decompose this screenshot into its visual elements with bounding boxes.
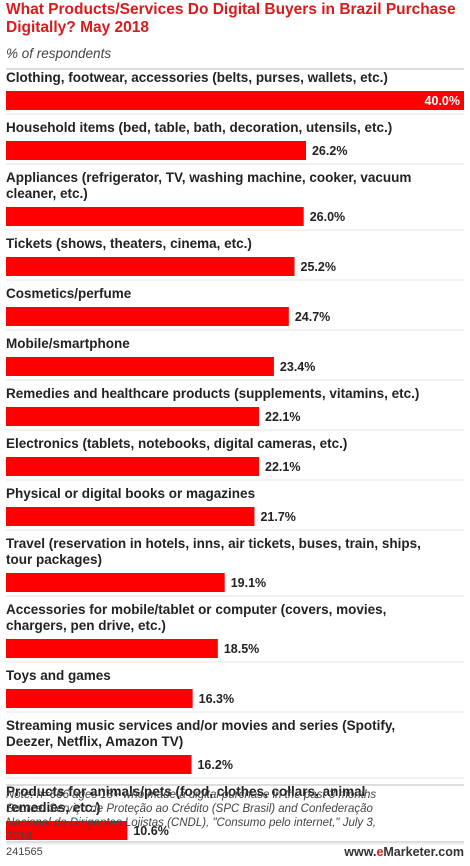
value-label: 19.1% <box>231 576 266 590</box>
bar <box>6 207 304 226</box>
bar <box>6 457 260 476</box>
brand-logo[interactable]: www.eMarketer.com <box>344 845 464 859</box>
bar <box>6 689 193 708</box>
note-line: Note: n=666 ages 18+ who made a digital … <box>6 789 377 801</box>
category-label: Physical or digital books or magazines <box>6 486 255 501</box>
category-label: cleaner, etc.) <box>6 186 88 201</box>
bar <box>6 307 289 326</box>
value-label: 18.5% <box>224 642 259 656</box>
category-label: Tickets (shows, theaters, cinema, etc.) <box>6 236 252 251</box>
value-label: 16.2% <box>197 758 232 772</box>
source-line: Source: Serviço de Proteção ao Crédito (… <box>6 803 373 815</box>
category-label: Streaming music services and/or movies a… <box>6 718 395 733</box>
value-label: 26.0% <box>310 210 345 224</box>
value-label: 16.3% <box>199 692 234 706</box>
bar <box>6 357 274 376</box>
value-label: 40.0% <box>425 94 460 108</box>
bar <box>6 639 218 658</box>
category-label: Products for animals/pets (food, clothes… <box>6 784 365 799</box>
value-label: 24.7% <box>295 310 330 324</box>
bar <box>6 573 225 592</box>
category-label: Cosmetics/perfume <box>6 286 132 301</box>
bar <box>6 755 192 774</box>
bar <box>6 141 306 160</box>
category-label: Appliances (refrigerator, TV, washing ma… <box>6 170 411 185</box>
category-label: Deezer, Netflix, Amazon TV) <box>6 734 183 749</box>
bar <box>6 257 295 276</box>
value-label: 22.1% <box>265 460 300 474</box>
category-label: Travel (reservation in hotels, inns, air… <box>6 536 421 551</box>
brand-e: e <box>376 845 384 859</box>
category-label: Mobile/smartphone <box>6 336 130 351</box>
bar <box>6 91 464 110</box>
category-label: Electronics (tablets, notebooks, digital… <box>6 436 347 451</box>
chart-notes: Note: n=666 ages 18+ who made a digital … <box>6 788 464 844</box>
bar <box>6 821 128 840</box>
value-label: 26.2% <box>312 144 347 158</box>
bar <box>6 507 255 526</box>
category-label: Accessories for mobile/tablet or compute… <box>6 602 386 617</box>
brand-suffix: Marketer.com <box>383 845 464 859</box>
value-label: 10.6% <box>133 824 168 838</box>
category-label: Toys and games <box>6 668 111 683</box>
chart-id: 241565 <box>6 846 43 858</box>
value-label: 25.2% <box>301 260 336 274</box>
bar <box>6 407 260 426</box>
category-label: tour packages) <box>6 552 102 567</box>
category-label: chargers, pen drive, etc.) <box>6 618 166 633</box>
category-label: remedies, etc.) <box>6 800 101 815</box>
source-line: 2018 <box>6 831 32 843</box>
value-label: 22.1% <box>265 410 300 424</box>
category-label: Household items (bed, table, bath, decor… <box>6 120 392 135</box>
chart-title: What Products/Services Do Digital Buyers… <box>6 1 456 36</box>
value-label: 23.4% <box>280 360 315 374</box>
category-label: Remedies and healthcare products (supple… <box>6 386 419 401</box>
source-line: Nacional de Dirigentes Lojistas (CNDL), … <box>6 817 376 829</box>
value-label: 21.7% <box>260 510 295 524</box>
category-label: Clothing, footwear, accessories (belts, … <box>6 70 388 85</box>
chart-subtitle: % of respondents <box>6 46 112 61</box>
brand-prefix: www. <box>344 845 377 859</box>
